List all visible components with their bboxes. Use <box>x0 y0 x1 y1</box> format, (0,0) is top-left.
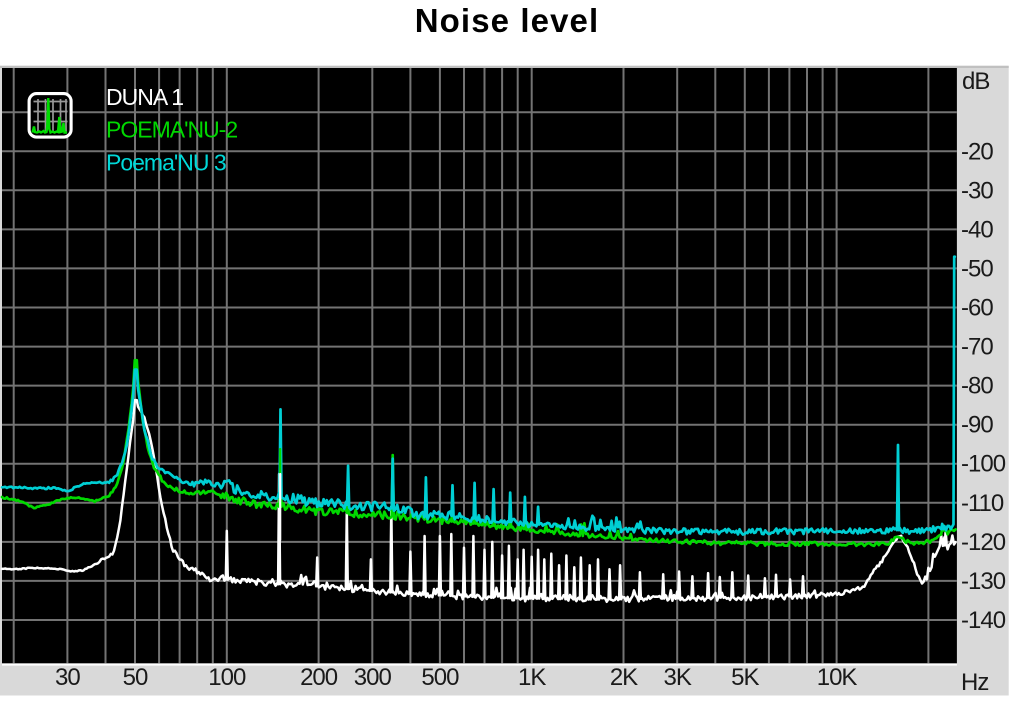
svg-text:100: 100 <box>208 664 246 691</box>
svg-text:Noise level: Noise level <box>415 2 600 39</box>
svg-text:-60: -60 <box>961 295 993 322</box>
svg-text:-70: -70 <box>961 334 993 361</box>
svg-text:3K: 3K <box>664 664 692 691</box>
svg-text:50: 50 <box>123 664 148 691</box>
svg-text:-30: -30 <box>961 177 993 204</box>
svg-text:-20: -20 <box>961 138 993 165</box>
svg-text:1K: 1K <box>518 664 546 691</box>
svg-text:-100: -100 <box>961 451 1006 478</box>
svg-text:DUNA 1: DUNA 1 <box>106 84 183 110</box>
svg-text:dB: dB <box>962 68 989 95</box>
svg-text:Hz: Hz <box>961 669 988 696</box>
svg-text:2K: 2K <box>610 664 638 691</box>
svg-text:500: 500 <box>421 664 459 691</box>
svg-text:-110: -110 <box>961 490 1004 517</box>
svg-text:-80: -80 <box>961 373 993 400</box>
svg-text:-140: -140 <box>961 607 1006 634</box>
svg-text:-90: -90 <box>961 412 993 439</box>
svg-text:Poema'NU 3: Poema'NU 3 <box>106 150 226 176</box>
svg-text:200: 200 <box>300 664 338 691</box>
svg-text:-50: -50 <box>961 255 993 282</box>
svg-text:-130: -130 <box>961 568 1006 595</box>
svg-text:-40: -40 <box>961 216 993 243</box>
svg-text:10K: 10K <box>817 664 858 691</box>
svg-text:30: 30 <box>55 664 80 691</box>
svg-text:-120: -120 <box>961 529 1006 556</box>
svg-text:5K: 5K <box>731 664 759 691</box>
svg-text:POEMA'NU-2: POEMA'NU-2 <box>106 117 237 143</box>
svg-text:300: 300 <box>354 664 392 691</box>
